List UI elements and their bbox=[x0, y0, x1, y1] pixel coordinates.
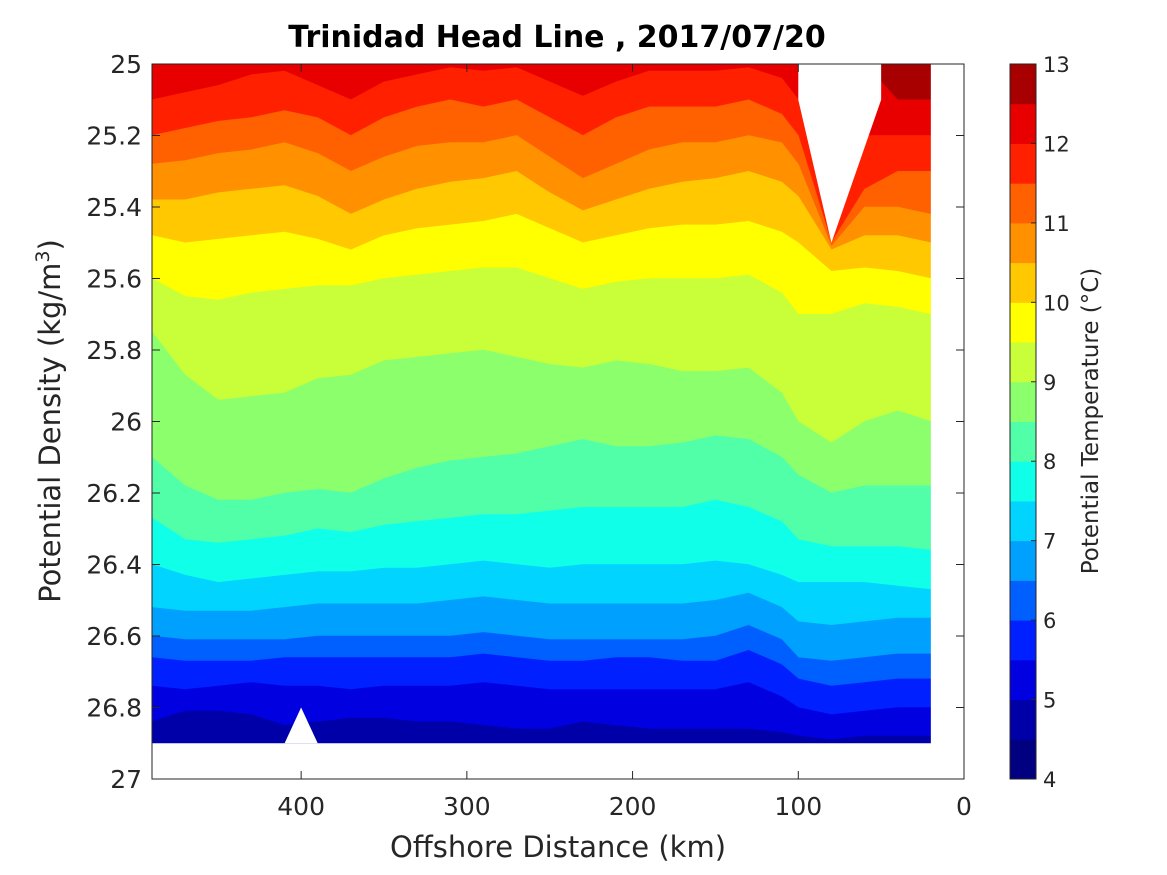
y-tick-label: 25.4 bbox=[86, 193, 142, 222]
data-gap bbox=[152, 743, 964, 779]
y-tick-label: 25.6 bbox=[86, 265, 142, 294]
colorbar-segment bbox=[1010, 143, 1036, 184]
data-gap-masks bbox=[152, 64, 964, 779]
y-tick-label: 25 bbox=[110, 50, 142, 79]
chart-title: Trinidad Head Line , 2017/07/20 bbox=[288, 20, 825, 55]
colorbar-tick-label: 7 bbox=[1043, 530, 1056, 554]
y-tick-label: 25.8 bbox=[86, 336, 142, 365]
colorbar-tick-label: 4 bbox=[1043, 768, 1056, 792]
colorbar-segment bbox=[1010, 64, 1036, 105]
colorbar-segment bbox=[1010, 302, 1036, 343]
y-axis-label-text: Potential Density (kg/m bbox=[33, 263, 67, 603]
colorbar bbox=[1009, 63, 1037, 780]
colorbar-segment bbox=[1010, 342, 1036, 383]
y-tick-label: 26.6 bbox=[86, 622, 142, 651]
y-axis-label-close: ) bbox=[33, 239, 67, 250]
colorbar-segment bbox=[1010, 381, 1036, 422]
y-tick-label: 26.8 bbox=[86, 694, 142, 723]
x-axis-label: Offshore Distance (km) bbox=[390, 830, 726, 864]
x-tick-label: 100 bbox=[774, 792, 822, 821]
colorbar-segment bbox=[1010, 699, 1036, 740]
colorbar-tick-label: 13 bbox=[1043, 53, 1070, 77]
x-tick-label: 300 bbox=[443, 792, 491, 821]
data-gap bbox=[798, 64, 882, 243]
y-tick-label: 26.2 bbox=[86, 479, 142, 508]
y-tick-label: 26.4 bbox=[86, 551, 142, 580]
colorbar-segment bbox=[1010, 461, 1036, 502]
colorbar-segment bbox=[1010, 222, 1036, 264]
plot-area bbox=[152, 64, 964, 779]
colorbar-segment bbox=[1010, 580, 1036, 621]
contour-bands bbox=[152, 64, 932, 744]
colorbar-segment bbox=[1010, 739, 1036, 780]
colorbar-segment bbox=[1010, 659, 1036, 701]
colorbar-tick-label: 11 bbox=[1043, 212, 1070, 236]
colorbar-frame bbox=[1009, 63, 1037, 780]
colorbar-segment bbox=[1010, 262, 1036, 303]
y-tick-label: 25.2 bbox=[86, 122, 142, 151]
colorbar-tick-label: 6 bbox=[1043, 609, 1056, 633]
colorbar-tick-label: 8 bbox=[1043, 450, 1056, 474]
colorbar-segment bbox=[1010, 540, 1036, 581]
colorbar-tick-label: 10 bbox=[1043, 291, 1070, 315]
colorbar-segment bbox=[1010, 500, 1036, 542]
y-tick-label: 27 bbox=[110, 765, 142, 794]
y-tick-label: 26 bbox=[110, 408, 142, 437]
colorbar-label: Potential Temperature (°C) bbox=[1078, 268, 1104, 575]
y-axis-label: Potential Density (kg/m3) bbox=[32, 239, 67, 603]
colorbar-segment bbox=[1010, 421, 1036, 462]
x-tick-label: 0 bbox=[956, 792, 972, 821]
x-tick-label: 400 bbox=[277, 792, 325, 821]
data-gap bbox=[284, 707, 318, 744]
colorbar-segment bbox=[1010, 183, 1036, 224]
colorbar-segment bbox=[1010, 103, 1036, 144]
colorbar-ticks: 4 5 6 7 8 9 10 11 12 13 bbox=[1031, 53, 1070, 792]
y-axis: 25 25.2 25.4 25.6 25.8 26 26.2 26.4 26.6 26.8 27 bbox=[86, 50, 964, 794]
y-axis-label-superscript: 3 bbox=[32, 250, 54, 262]
colorbar-tick-label: 9 bbox=[1043, 371, 1056, 395]
colorbar-segment bbox=[1010, 620, 1036, 661]
colorbar-tick-label: 5 bbox=[1043, 689, 1056, 713]
x-tick-label: 200 bbox=[609, 792, 657, 821]
colorbar-tick-label: 12 bbox=[1043, 132, 1070, 156]
x-axis: 400 300 200 100 0 bbox=[277, 64, 972, 821]
